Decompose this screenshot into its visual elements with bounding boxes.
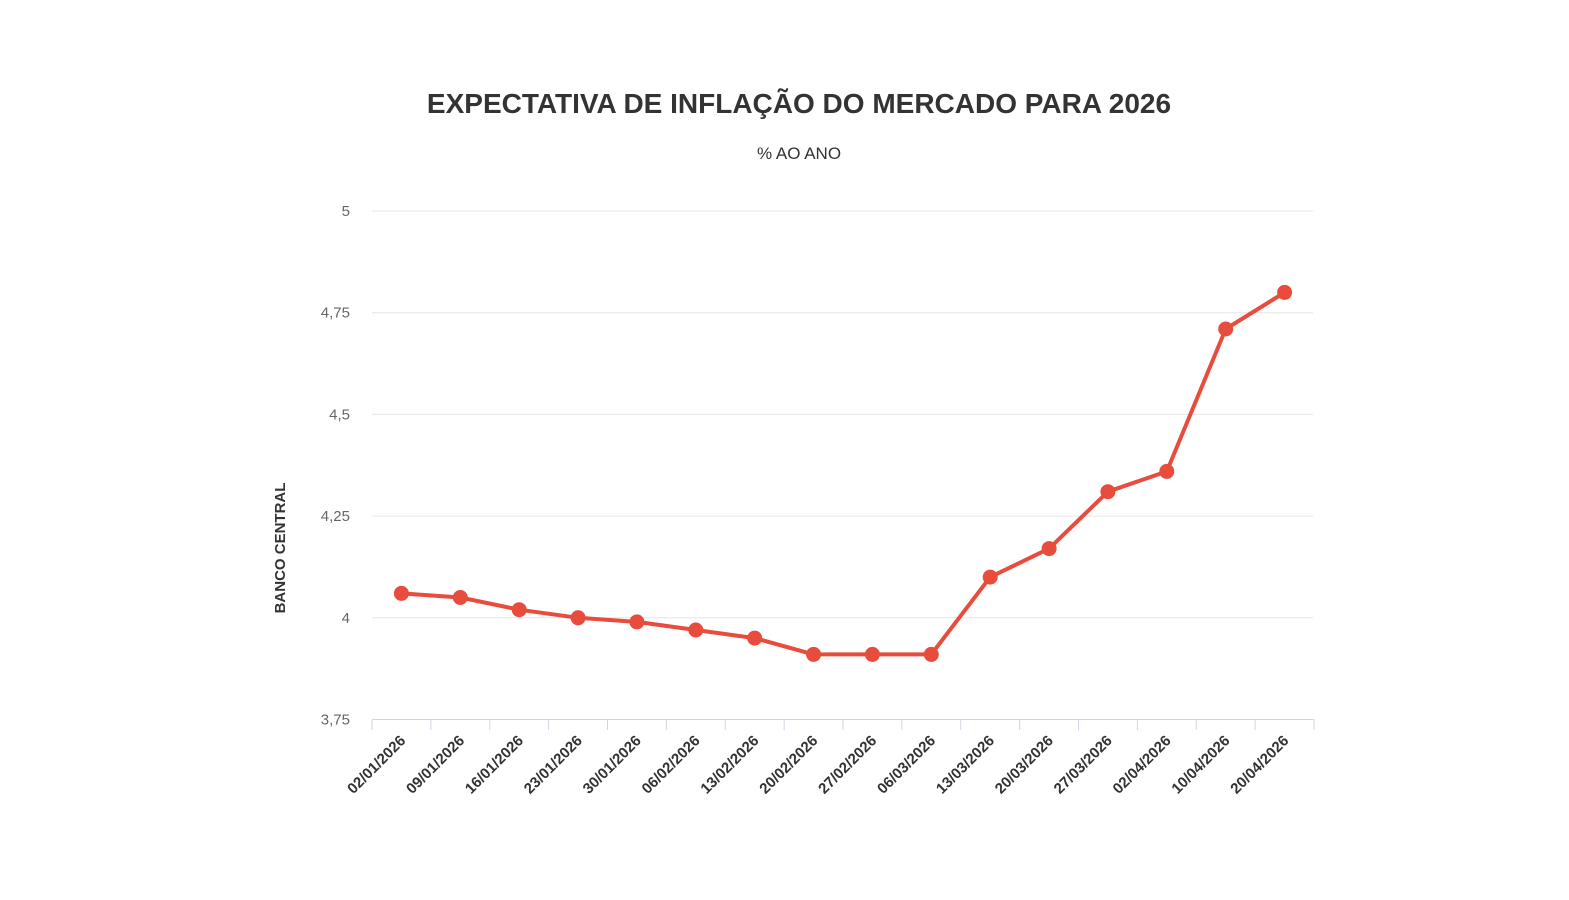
x-tick-label: 27/03/2026 — [1051, 732, 1116, 797]
data-point-marker[interactable] — [1277, 284, 1293, 300]
x-tick-label: 09/01/2026 — [403, 732, 468, 797]
data-point-marker[interactable] — [923, 646, 939, 662]
x-tick-label: 20/03/2026 — [992, 732, 1057, 797]
data-point-marker[interactable] — [806, 646, 822, 662]
chart-subtitle: % AO ANO — [756, 144, 842, 163]
x-tick-label: 23/01/2026 — [521, 732, 586, 797]
data-point-marker[interactable] — [1218, 321, 1234, 337]
x-tick-label: 10/04/2026 — [1168, 732, 1233, 797]
y-tick-label: 4 — [342, 610, 350, 627]
x-tick-label: 20/04/2026 — [1227, 732, 1292, 797]
x-tick-label: 16/01/2026 — [462, 732, 527, 797]
y-tick-label: 3,75 — [321, 712, 350, 729]
data-point-marker[interactable] — [747, 630, 763, 646]
data-point-marker[interactable] — [452, 590, 468, 605]
y-tick-label: 4,25 — [321, 508, 350, 525]
x-tick-label: 30/01/2026 — [580, 732, 645, 797]
y-tick-label: 4,75 — [321, 305, 350, 322]
y-tick-label: 5 — [342, 203, 350, 220]
data-point-marker[interactable] — [1041, 541, 1057, 557]
data-point-marker[interactable] — [570, 610, 586, 626]
x-tick-label: 20/02/2026 — [756, 732, 821, 797]
chart-title: EXPECTATIVA DE INFLAÇÃO DO MERCADO PARA … — [426, 88, 1172, 119]
x-tick-label: 02/04/2026 — [1110, 732, 1175, 797]
x-tick-label: 06/03/2026 — [874, 732, 939, 797]
data-point-marker[interactable] — [864, 646, 880, 662]
data-point-marker[interactable] — [393, 585, 409, 601]
x-tick-label: 27/02/2026 — [815, 732, 880, 797]
x-tick-label: 02/01/2026 — [344, 732, 409, 797]
y-tick-label: 4,5 — [329, 406, 350, 423]
data-point-marker[interactable] — [1100, 484, 1116, 500]
data-point-marker[interactable] — [1159, 463, 1175, 479]
data-point-marker[interactable] — [688, 622, 704, 638]
x-tick-label: 13/02/2026 — [697, 732, 762, 797]
inflation-expectation-chart: EXPECTATIVA DE INFLAÇÃO DO MERCADO PARA … — [268, 80, 1330, 870]
data-point-marker[interactable] — [511, 602, 527, 618]
line-chart-plot: 3,75 4 4,25 4,5 4,75 5 02/01/202609/01/202616/… — [321, 203, 1315, 797]
data-point-marker[interactable] — [982, 569, 998, 585]
series-line — [399, 290, 1287, 657]
data-point-marker[interactable] — [629, 614, 645, 630]
x-tick-label: 06/02/2026 — [639, 732, 704, 797]
x-tick-label: 13/03/2026 — [933, 732, 998, 797]
